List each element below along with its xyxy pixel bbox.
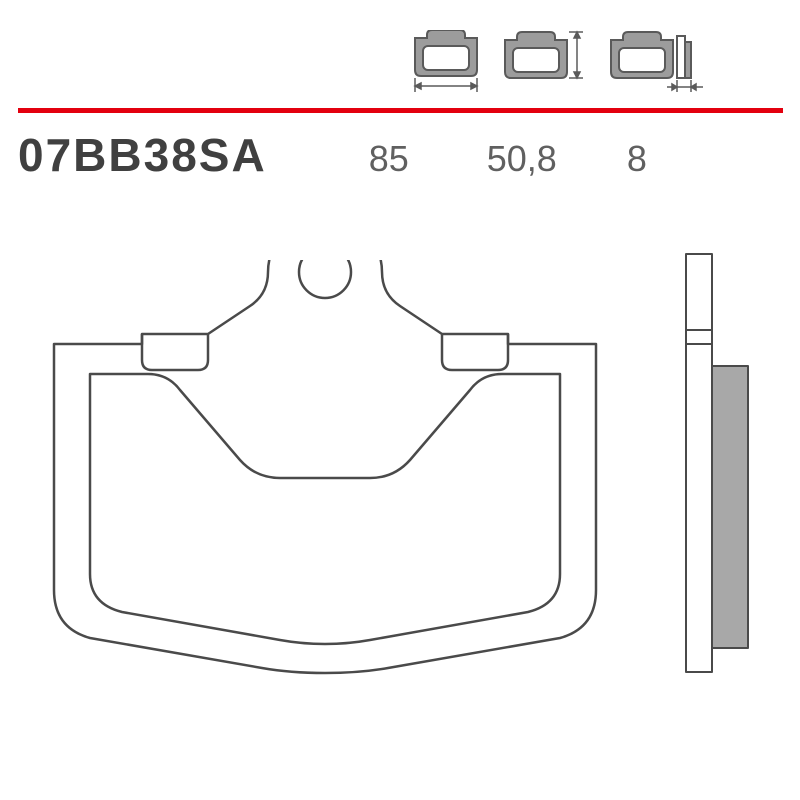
width-dimension-icon [405, 30, 487, 100]
dimension-icons-row [405, 30, 715, 100]
height-dimension-icon [499, 30, 593, 100]
brake-pad-front-view [30, 260, 620, 680]
spec-row: 07BB38SA 85 50,8 8 [18, 128, 783, 182]
brake-pad-side-view [680, 248, 760, 678]
red-separator [18, 108, 783, 113]
height-value: 50,8 [487, 138, 557, 180]
thickness-value: 8 [627, 138, 647, 180]
part-number: 07BB38SA [18, 128, 267, 182]
thickness-dimension-icon [605, 30, 715, 100]
width-value: 85 [369, 138, 409, 180]
spec-sheet: 07BB38SA 85 50,8 8 [0, 0, 800, 800]
